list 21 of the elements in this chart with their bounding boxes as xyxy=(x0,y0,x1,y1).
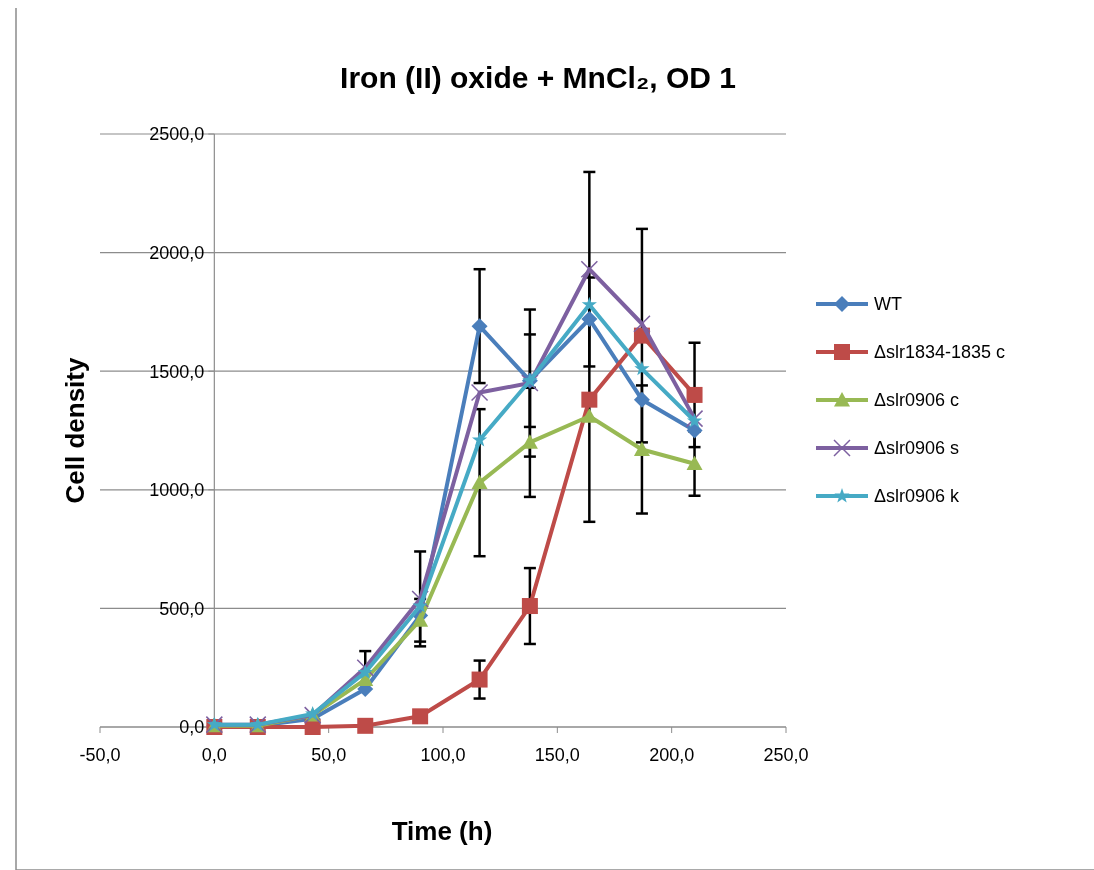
y-tick-label: 1500,0 xyxy=(149,361,205,382)
x-tick-label: 0,0 xyxy=(201,745,227,765)
x-tick-label: 150,0 xyxy=(534,745,580,765)
legend-label: Δslr0906 s xyxy=(874,438,960,459)
legend-label: Δslr0906 c xyxy=(874,390,960,411)
y-tick-label: 500,0 xyxy=(159,598,205,619)
x-tick-label: 250,0 xyxy=(763,745,809,765)
y-tick-label: 2000,0 xyxy=(149,242,205,263)
x-axis-title: Time (h) xyxy=(391,816,493,846)
y-tick-label: 1000,0 xyxy=(149,480,205,501)
legend-label: WT xyxy=(874,294,902,315)
x-tick-label: -50,0 xyxy=(79,745,121,765)
legend-label: Δslr0906 k xyxy=(874,486,961,507)
y-axis-title: Cell density xyxy=(60,357,90,504)
chart-title: Iron (II) oxide + MnCl₂, OD 1 xyxy=(340,61,736,94)
y-tick-label: 2500,0 xyxy=(149,124,205,145)
x-tick-label: 200,0 xyxy=(649,745,695,765)
legend-label: Δslr1834-1835 c xyxy=(874,342,1006,363)
y-tick-label: 0,0 xyxy=(179,717,205,738)
x-tick-label: 100,0 xyxy=(420,745,466,765)
x-tick-label: 50,0 xyxy=(311,745,347,765)
